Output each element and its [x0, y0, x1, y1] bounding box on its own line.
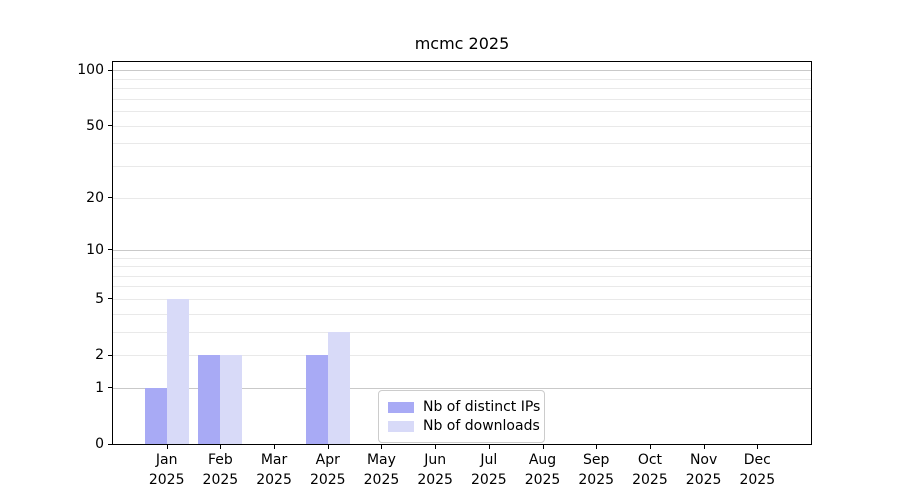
- x-tick-month: Mar: [260, 452, 288, 468]
- x-tick-month: Nov: [689, 452, 718, 468]
- y-gridline-minor: [113, 98, 811, 100]
- x-tick: [435, 445, 437, 449]
- x-tick-month: Apr: [315, 452, 340, 468]
- y-tick: [108, 69, 112, 71]
- y-gridline-minor: [113, 78, 811, 80]
- y-tick-label: 0: [95, 436, 104, 452]
- y-gridline-minor: [113, 88, 811, 90]
- y-gridline-minor: [113, 331, 811, 333]
- y-tick: [108, 443, 112, 445]
- legend-item-downloads: Nb of downloads: [388, 417, 540, 435]
- legend: Nb of distinct IPs Nb of downloads: [378, 390, 545, 443]
- y-tick: [108, 249, 112, 251]
- x-tick-month: Feb: [207, 452, 233, 468]
- x-tick: [649, 445, 651, 449]
- y-tick-label: 1: [95, 379, 104, 396]
- legend-swatch-downloads: [388, 420, 414, 432]
- x-tick-year: 2025: [632, 472, 668, 488]
- y-gridline-minor: [113, 197, 811, 199]
- x-tick-label: Sep 2025: [564, 450, 628, 490]
- bar-distinct-ips: [198, 355, 221, 444]
- legend-label-downloads: Nb of downloads: [423, 418, 540, 434]
- y-tick-label: 20: [86, 189, 104, 206]
- bar-downloads: [220, 355, 243, 444]
- x-tick-year: 2025: [578, 472, 615, 488]
- x-tick-year: 2025: [363, 472, 400, 488]
- y-gridline-minor: [113, 298, 811, 300]
- x-tick: [220, 445, 222, 449]
- legend-swatch-distinct-ips: [388, 401, 414, 413]
- x-tick: [596, 445, 598, 449]
- bar-distinct-ips: [305, 355, 328, 444]
- y-tick-label: 10: [86, 241, 104, 258]
- x-tick-month: Jul: [480, 452, 498, 468]
- x-tick-year: 2025: [309, 472, 346, 488]
- x-tick-month: Oct: [637, 452, 663, 468]
- x-tick-label: Jun 2025: [403, 450, 467, 490]
- x-tick: [274, 445, 276, 449]
- x-tick-year: 2025: [148, 472, 185, 488]
- y-gridline-major: [113, 249, 811, 251]
- x-tick-month: Jun: [424, 452, 447, 468]
- y-gridline-minor: [113, 257, 811, 259]
- x-tick-label: Feb 2025: [188, 450, 252, 490]
- x-tick-year: 2025: [524, 472, 561, 488]
- legend-label-distinct-ips: Nb of distinct IPs: [423, 399, 541, 415]
- x-tick-label: Jul 2025: [457, 450, 521, 490]
- x-tick: [488, 445, 490, 449]
- x-tick-label: Aug 2025: [511, 450, 575, 490]
- x-tick: [327, 445, 329, 449]
- x-tick-month: Aug: [528, 452, 557, 468]
- y-gridline-minor: [113, 111, 811, 113]
- legend-item-distinct-ips: Nb of distinct IPs: [388, 398, 540, 416]
- y-gridline-minor: [113, 125, 811, 127]
- x-tick-year: 2025: [202, 472, 239, 488]
- x-tick-year: 2025: [471, 472, 507, 488]
- x-tick-label: Apr 2025: [296, 450, 360, 490]
- y-tick-label: 2: [95, 347, 104, 364]
- x-tick: [381, 445, 383, 449]
- y-gridline-minor: [113, 275, 811, 277]
- y-tick-label: 50: [86, 117, 104, 134]
- y-gridline-minor: [113, 355, 811, 357]
- x-tick: [757, 445, 759, 449]
- y-tick-label: 5: [95, 290, 104, 307]
- y-gridline-major: [113, 387, 811, 389]
- x-tick-label: Mar 2025: [242, 450, 306, 490]
- y-gridline-minor: [113, 165, 811, 167]
- bar-downloads: [166, 298, 189, 444]
- y-gridline-minor: [113, 266, 811, 268]
- x-tick: [542, 445, 544, 449]
- x-tick-label: Jan 2025: [135, 450, 199, 490]
- y-tick-label: 100: [77, 62, 104, 79]
- x-tick-label: May 2025: [349, 450, 413, 490]
- x-tick-month: Jan: [155, 452, 178, 468]
- x-tick-year: 2025: [256, 472, 292, 488]
- y-gridline-minor: [113, 313, 811, 315]
- x-tick-year: 2025: [417, 472, 453, 488]
- bar-downloads: [327, 331, 350, 444]
- y-tick: [108, 387, 112, 389]
- x-tick-label: Oct 2025: [618, 450, 682, 490]
- bar-distinct-ips: [144, 387, 167, 444]
- x-tick: [703, 445, 705, 449]
- y-tick: [108, 125, 112, 127]
- y-gridline-minor: [113, 143, 811, 145]
- y-gridline-major: [113, 70, 811, 72]
- x-tick-year: 2025: [685, 472, 722, 488]
- x-tick: [166, 445, 168, 449]
- y-gridline-minor: [113, 286, 811, 288]
- x-tick-month: Sep: [583, 452, 610, 468]
- chart-title: mcmc 2025: [414, 34, 510, 53]
- x-tick-month: Dec: [743, 452, 771, 468]
- x-tick-label: Dec 2025: [725, 450, 789, 490]
- y-tick: [108, 298, 112, 300]
- y-tick: [108, 197, 112, 199]
- x-tick-label: Nov 2025: [672, 450, 736, 490]
- x-tick-month: May: [366, 452, 396, 468]
- x-tick-year: 2025: [739, 472, 776, 488]
- y-tick: [108, 354, 112, 356]
